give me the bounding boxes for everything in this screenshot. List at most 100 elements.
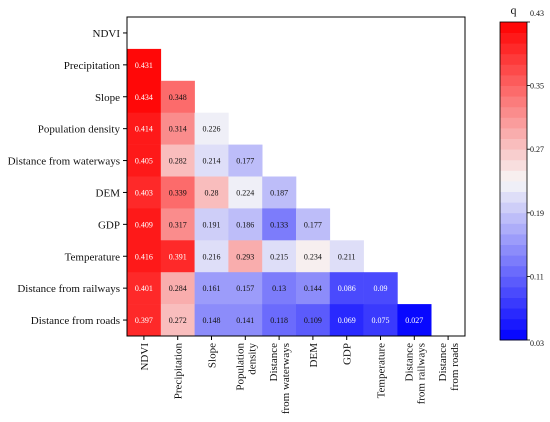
row-label: Distance from waterways [8, 156, 120, 168]
column-label: Temperature [376, 343, 388, 399]
cell-value-label: 0.401 [135, 284, 153, 293]
column-label: Distance [437, 343, 449, 382]
row-label: Slope [95, 92, 120, 104]
cell-value-label: 0.109 [304, 316, 322, 325]
colorbar-segment [500, 53, 527, 65]
heatmap-cell [127, 208, 162, 241]
cell-value-label: 0.086 [338, 284, 356, 293]
colorbar-segment [500, 75, 527, 86]
row-label: GDP [98, 219, 120, 231]
colorbar-segment [500, 117, 527, 129]
colorbar-frame [499, 21, 528, 341]
column-labels: NDVI Precipitation Slope Population density D… [139, 336, 461, 414]
column-label: density [246, 343, 258, 375]
colorbar-segment [500, 265, 527, 277]
cell-value-label: 0.314 [169, 125, 187, 134]
heatmap-cell [127, 304, 162, 337]
colorbar-segment [500, 276, 527, 288]
heatmap-cell [194, 208, 229, 241]
heatmap-cell [194, 272, 229, 305]
colorbar-segment [500, 85, 527, 97]
heatmap-cell [160, 176, 195, 209]
colorbar-segment [500, 149, 527, 161]
heatmap-cell [127, 272, 162, 305]
row-label: NDVI [93, 28, 121, 40]
heatmap-cell [127, 144, 162, 177]
heatmap-cell [228, 176, 263, 209]
cell-value-label: 0.226 [203, 125, 221, 134]
heatmap-cell [160, 304, 195, 337]
heatmap-cell [397, 304, 432, 337]
cell-value-label: 0.397 [135, 316, 153, 325]
column-label: Distance [268, 343, 280, 382]
colorbar-segment [500, 106, 527, 118]
heatmap-cell [228, 144, 263, 177]
colorbar-segment [500, 202, 527, 214]
colorbar-tick-label: 0.43 [530, 9, 544, 18]
heatmap-cell [296, 304, 331, 337]
colorbar-segment [500, 22, 527, 33]
column-label: Distance [403, 343, 415, 382]
colorbar-tick-label: 0.35 [530, 82, 544, 91]
colorbar-segment [500, 170, 527, 182]
row-label: Population density [38, 124, 121, 136]
heatmap-cell [228, 272, 263, 305]
colorbar-tick-label: 0.27 [530, 145, 544, 154]
colorbar-segment [500, 297, 527, 309]
plot-frame [126, 16, 466, 337]
cell-value-label: 0.157 [236, 284, 254, 293]
row-labels: NDVI Precipitation Slope Population density… [8, 28, 127, 327]
column-label: GDP [342, 343, 354, 365]
cell-value-label: 0.409 [135, 220, 153, 229]
colorbar-segment [500, 287, 527, 298]
cell-value-label: 0.282 [169, 157, 187, 166]
heatmap-cell [329, 304, 364, 337]
cell-value-label: 0.186 [236, 220, 254, 229]
heatmap-cell [160, 112, 195, 145]
colorbar-segment [500, 64, 527, 76]
colorbar-segment [500, 244, 527, 256]
heatmap-cell [160, 144, 195, 177]
row-label: Temperature [65, 251, 121, 263]
cell-value-label: 0.28 [205, 188, 219, 197]
colorbar-segment [500, 308, 527, 320]
heatmap-cell [194, 112, 229, 145]
cell-value-label: 0.177 [304, 220, 322, 229]
heatmap-cell [363, 304, 398, 337]
cell-value-label: 0.431 [135, 61, 153, 70]
heatmap-cell [228, 208, 263, 241]
heatmap-cell [194, 176, 229, 209]
colorbar-segment [500, 32, 527, 44]
heatmap-cell [194, 240, 229, 273]
colorbar-segment [500, 128, 527, 139]
cell-value-label: 0.414 [135, 125, 153, 134]
colorbar: q 0.43 0.35 0.27 0.19 0.11 0.03 [499, 3, 544, 348]
cell-value-label: 0.416 [135, 252, 153, 261]
column-label: from roads [449, 343, 461, 391]
cell-value-label: 0.075 [372, 316, 390, 325]
heatmap-cell [296, 240, 331, 273]
cell-value-label: 0.405 [135, 157, 153, 166]
cell-value-label: 0.027 [405, 316, 423, 325]
cell-value-label: 0.133 [270, 220, 288, 229]
colorbar-segment [500, 96, 527, 108]
heatmap-cell [363, 272, 398, 305]
heatmap-cell [127, 48, 162, 82]
colorbar-segment [500, 212, 527, 224]
column-label: from railways [415, 343, 427, 404]
colorbar-segment [500, 191, 527, 203]
column-label: Precipitation [173, 343, 185, 400]
cell-value-label: 0.216 [203, 252, 221, 261]
heatmap-cell [262, 240, 297, 273]
heatmap-cell [194, 304, 229, 337]
cell-value-label: 0.211 [338, 252, 356, 261]
cell-value-label: 0.348 [169, 93, 187, 102]
cell-value-label: 0.069 [338, 316, 356, 325]
colorbar-segment [500, 234, 527, 245]
cell-value-label: 0.215 [270, 252, 288, 261]
cell-value-label: 0.141 [236, 316, 254, 325]
heatmap-cell [160, 208, 195, 241]
column-label: Population [234, 343, 246, 391]
colorbar-segment [500, 255, 527, 267]
row-label: Distance from railways [17, 283, 120, 295]
